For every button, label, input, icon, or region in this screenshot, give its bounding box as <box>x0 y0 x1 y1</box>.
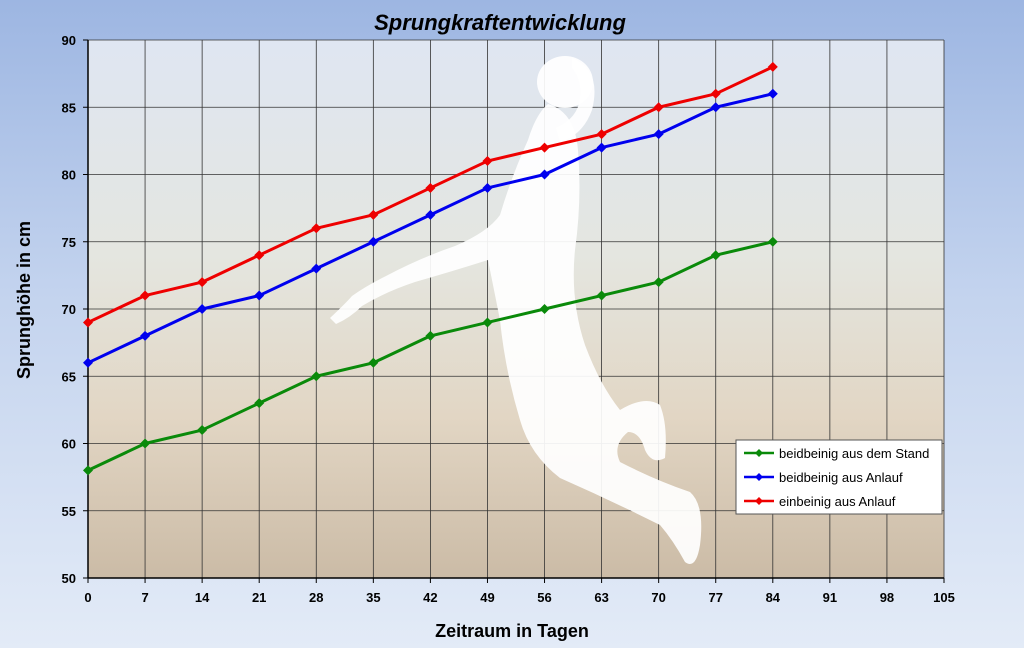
data-point <box>83 317 93 328</box>
jumper-silhouette <box>330 56 702 564</box>
x-axis-label: Zeitraum in Tagen <box>435 621 589 641</box>
y-tick-label: 50 <box>62 571 76 586</box>
data-point <box>368 209 379 220</box>
legend-item: beidbeinig aus dem Stand <box>744 446 929 461</box>
series-3 <box>83 61 778 328</box>
y-tick-label: 55 <box>62 504 76 519</box>
data-point <box>425 330 436 341</box>
series-1 <box>83 236 778 476</box>
data-point <box>767 61 778 72</box>
x-tick-label: 35 <box>366 590 380 605</box>
data-point <box>425 209 436 220</box>
series-2 <box>83 88 778 368</box>
y-tick-label: 80 <box>62 168 76 183</box>
data-point <box>653 129 664 140</box>
data-point <box>140 330 151 341</box>
data-point <box>83 465 93 476</box>
x-tick-label: 84 <box>766 590 781 605</box>
x-tick-label: 70 <box>651 590 665 605</box>
y-tick-label: 75 <box>62 235 76 250</box>
data-point <box>83 357 93 368</box>
x-tick-label: 98 <box>880 590 894 605</box>
data-point <box>368 236 379 247</box>
legend-swatch-marker <box>755 497 763 505</box>
legend-label: einbeinig aus Anlauf <box>779 494 896 509</box>
data-point <box>767 88 778 99</box>
legend-item: einbeinig aus Anlauf <box>744 494 896 509</box>
data-point <box>254 290 265 301</box>
data-point <box>539 169 550 180</box>
x-tick-label: 77 <box>708 590 722 605</box>
data-point <box>596 290 607 301</box>
legend-swatch-marker <box>755 449 763 457</box>
y-tick-labels: 50 55 60 65 70 75 80 85 90 <box>62 33 88 586</box>
legend: beidbeinig aus dem Stand beidbeinig aus A… <box>735 439 943 515</box>
data-point <box>539 142 550 153</box>
x-tick-label: 49 <box>480 590 494 605</box>
data-point <box>482 182 493 193</box>
y-tick-label: 65 <box>62 369 76 384</box>
legend-label: beidbeinig aus Anlauf <box>779 470 903 485</box>
data-point <box>710 102 721 113</box>
data-point <box>254 398 265 409</box>
data-point <box>140 290 151 301</box>
x-tick-label: 28 <box>309 590 323 605</box>
y-tick-label: 90 <box>62 33 76 48</box>
data-point <box>596 142 607 153</box>
data-point <box>710 250 721 261</box>
data-point <box>539 304 550 314</box>
data-point <box>368 357 379 368</box>
y-axis-label: Sprunghöhe in cm <box>14 221 34 379</box>
data-point <box>482 317 493 328</box>
data-point <box>596 129 607 140</box>
chart-title: Sprungkraftentwicklung <box>374 10 626 35</box>
data-point <box>197 304 208 314</box>
y-tick-label: 70 <box>62 302 76 317</box>
data-point <box>311 371 322 382</box>
legend-swatch-marker <box>755 473 763 481</box>
data-point <box>482 156 493 167</box>
x-tick-label: 63 <box>594 590 608 605</box>
data-point <box>140 438 151 449</box>
legend-item: beidbeinig aus Anlauf <box>744 470 903 485</box>
x-tick-label: 14 <box>195 590 210 605</box>
data-point <box>425 182 436 193</box>
data-point <box>311 263 322 274</box>
x-tick-label: 0 <box>84 590 91 605</box>
x-tick-label: 56 <box>537 590 551 605</box>
series <box>83 61 778 476</box>
data-point <box>197 277 208 288</box>
y-tick-label: 85 <box>62 100 76 115</box>
data-point <box>710 88 721 99</box>
data-point <box>653 102 664 113</box>
y-tick-label: 60 <box>62 437 76 452</box>
x-tick-label: 42 <box>423 590 437 605</box>
x-tick-label: 105 <box>933 590 955 605</box>
x-tick-label: 91 <box>823 590 837 605</box>
data-point <box>197 425 208 436</box>
x-tick-label: 21 <box>252 590 266 605</box>
data-point <box>254 250 265 261</box>
data-point <box>767 236 778 247</box>
legend-label: beidbeinig aus dem Stand <box>779 446 929 461</box>
data-point <box>311 223 322 234</box>
x-tick-labels: 0 7 14 21 28 35 42 49 56 63 70 77 84 91 98 105 <box>84 578 955 605</box>
data-point <box>653 277 664 288</box>
x-tick-label: 7 <box>141 590 148 605</box>
